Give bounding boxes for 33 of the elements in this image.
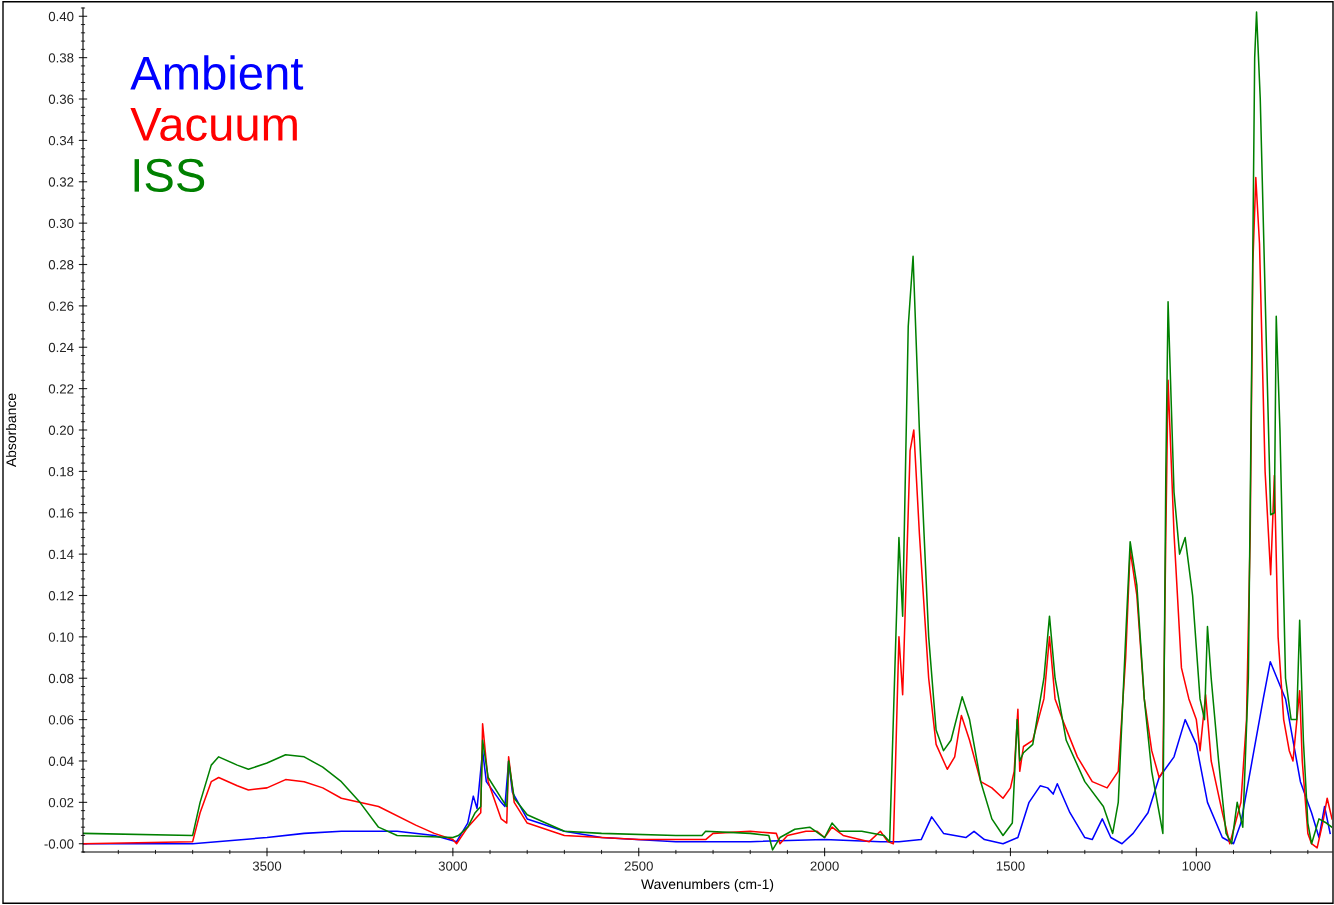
x-tick-label: 1500 xyxy=(996,861,1025,871)
y-tick-label: 0.38 xyxy=(48,53,74,63)
text: Ambient xyxy=(130,55,304,90)
x-tick-label: 3000 xyxy=(438,861,468,871)
x-axis-title: Wavenumbers (cm-1) xyxy=(641,878,774,892)
y-tick-label: 0.10 xyxy=(48,632,74,642)
y-tick-label: 0.16 xyxy=(48,508,74,518)
y-tick-label: 0.18 xyxy=(48,466,74,477)
x-tick-label: 3500 xyxy=(252,861,282,871)
line-series xyxy=(83,11,1332,851)
y-tick-label: 0.02 xyxy=(48,797,74,808)
y-tick-label: 0.36 xyxy=(48,94,74,104)
y-tick-label: 0.32 xyxy=(48,177,74,187)
text: Vacuum xyxy=(130,108,297,142)
y-tick-label: 0.06 xyxy=(48,715,74,725)
x-tick-label: 2000 xyxy=(810,861,839,871)
text: ISS xyxy=(134,158,205,193)
y-tick-label: 0.14 xyxy=(48,549,74,560)
x-tick-label: 2500 xyxy=(624,861,653,871)
x-tick-label: 1000 xyxy=(1182,861,1211,871)
y-tick-label: 0.04 xyxy=(48,756,74,766)
y-tick-label: 0.20 xyxy=(48,425,74,435)
y-tick-label: 0.12 xyxy=(48,591,74,601)
y-tick-label: 0.26 xyxy=(48,301,74,311)
y-tick-label: 0.24 xyxy=(48,342,74,353)
y-tick-label: 0.40 xyxy=(48,11,74,22)
y-tick-label: -0.00 xyxy=(44,839,74,849)
y-tick-label: 0.34 xyxy=(48,135,74,146)
y-tick-label: 0.28 xyxy=(48,260,74,270)
y-tick-label: 0.30 xyxy=(48,218,74,229)
y-tick-label: 0.08 xyxy=(48,673,74,684)
y-axis-title: Absorbance xyxy=(5,393,17,468)
y-tick-label: 0.22 xyxy=(48,384,74,394)
